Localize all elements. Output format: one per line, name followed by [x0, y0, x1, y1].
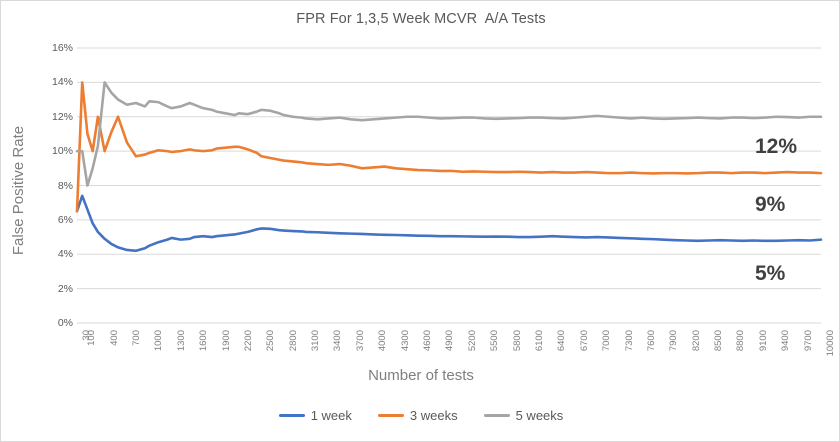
x-axis-tick-label: 8800	[735, 330, 747, 352]
x-axis-tick-label: 4900	[444, 330, 456, 352]
x-axis-tick-label: 5200	[466, 330, 478, 352]
x-axis-tick-label: 3700	[354, 330, 366, 352]
legend-label: 1 week	[310, 408, 352, 423]
x-axis-tick-label: 400	[108, 330, 120, 346]
x-axis-tick-label: 7900	[668, 330, 680, 352]
x-axis-tick-label: 5500	[489, 330, 501, 352]
series-line	[75, 81, 823, 187]
y-axis-tick-label: 14%	[51, 76, 73, 89]
x-axis-tick-label: 8200	[690, 330, 702, 352]
gridlines	[77, 47, 821, 324]
x-axis-tick-label: 9100	[757, 330, 769, 352]
y-axis-ticks: 16% 14% 12% 10% 8% 6% 4% 2% 0%	[29, 42, 73, 329]
x-axis-tick-label: 1900	[220, 330, 232, 352]
x-axis-tick-label: 7300	[623, 330, 635, 352]
x-axis-tick-label: 2500	[265, 330, 277, 352]
x-axis-title: Number of tests	[368, 367, 474, 384]
y-axis-tick-label: 12%	[51, 110, 73, 123]
x-axis-tick-label: 1000	[153, 330, 165, 352]
x-axis-tick-label: 7600	[645, 330, 657, 352]
x-axis-tick-label: 4300	[399, 330, 411, 352]
legend-item[interactable]: 3 weeks	[377, 408, 458, 423]
x-axis-ticks: 30 100 400 700 1000 1300 1600 1900 2200 2500 2800 3…	[77, 326, 836, 368]
y-axis-tick-label: 4%	[57, 248, 73, 261]
legend-item[interactable]: 1 week	[278, 408, 352, 423]
chart-legend: 1 week 3 weeks 5 weeks	[1, 408, 839, 423]
x-axis-tick-label: 9700	[802, 330, 814, 352]
legend-swatch-icon	[483, 413, 510, 418]
y-axis-tick-label: 10%	[51, 145, 73, 158]
series-end-label: 12%	[755, 134, 798, 158]
x-axis-tick-label: 1600	[198, 330, 210, 352]
y-axis-tick-label: 6%	[57, 213, 73, 226]
x-axis-tick-label: 6700	[578, 330, 590, 352]
x-axis-tick-label: 700	[130, 330, 142, 346]
x-axis-tick-label: 10000	[825, 330, 836, 357]
legend-label: 5 weeks	[515, 408, 564, 423]
x-axis-tick-label: 6100	[533, 330, 545, 352]
y-axis-tick-label: 2%	[57, 282, 73, 295]
series-end-label: 9%	[755, 193, 786, 217]
x-axis-tick-label: 2200	[242, 330, 254, 352]
plot-svg	[75, 47, 823, 324]
x-axis-tick-label: 3100	[310, 330, 322, 352]
chart-title: FPR For 1,3,5 Week MCVR A/A Tests	[296, 11, 546, 27]
y-axis-tick-label: 0%	[57, 317, 73, 329]
legend-swatch-icon	[377, 413, 404, 418]
series-lines	[75, 81, 823, 253]
plot-area	[75, 47, 823, 324]
x-axis-tick-label: 7000	[601, 330, 613, 352]
x-axis-tick-label: 3400	[332, 330, 344, 352]
x-axis-tick-label: 9400	[780, 330, 792, 352]
legend-label: 3 weeks	[409, 408, 458, 423]
x-axis-tick-label: 4600	[422, 330, 434, 352]
x-axis-tick-label: 2800	[287, 330, 299, 352]
series-line	[75, 194, 823, 253]
x-axis-tick-label: 1300	[175, 330, 187, 352]
y-axis-tick-label: 16%	[51, 42, 73, 54]
x-axis-tick-label: 100	[86, 330, 98, 346]
x-axis-tick-label: 5800	[511, 330, 523, 352]
y-axis-tick-label: 8%	[57, 179, 73, 192]
x-axis-tick-label: 6400	[556, 330, 568, 352]
y-axis-title: False Positive Rate	[7, 85, 31, 295]
x-axis-tick-label: 4000	[377, 330, 389, 352]
y-axis-title-text: False Positive Rate	[10, 125, 28, 255]
legend-swatch-icon	[278, 413, 305, 418]
legend-item[interactable]: 5 weeks	[483, 408, 564, 423]
series-line	[75, 81, 823, 213]
series-end-label: 5%	[755, 261, 786, 285]
x-axis-tick-label: 8500	[713, 330, 725, 352]
